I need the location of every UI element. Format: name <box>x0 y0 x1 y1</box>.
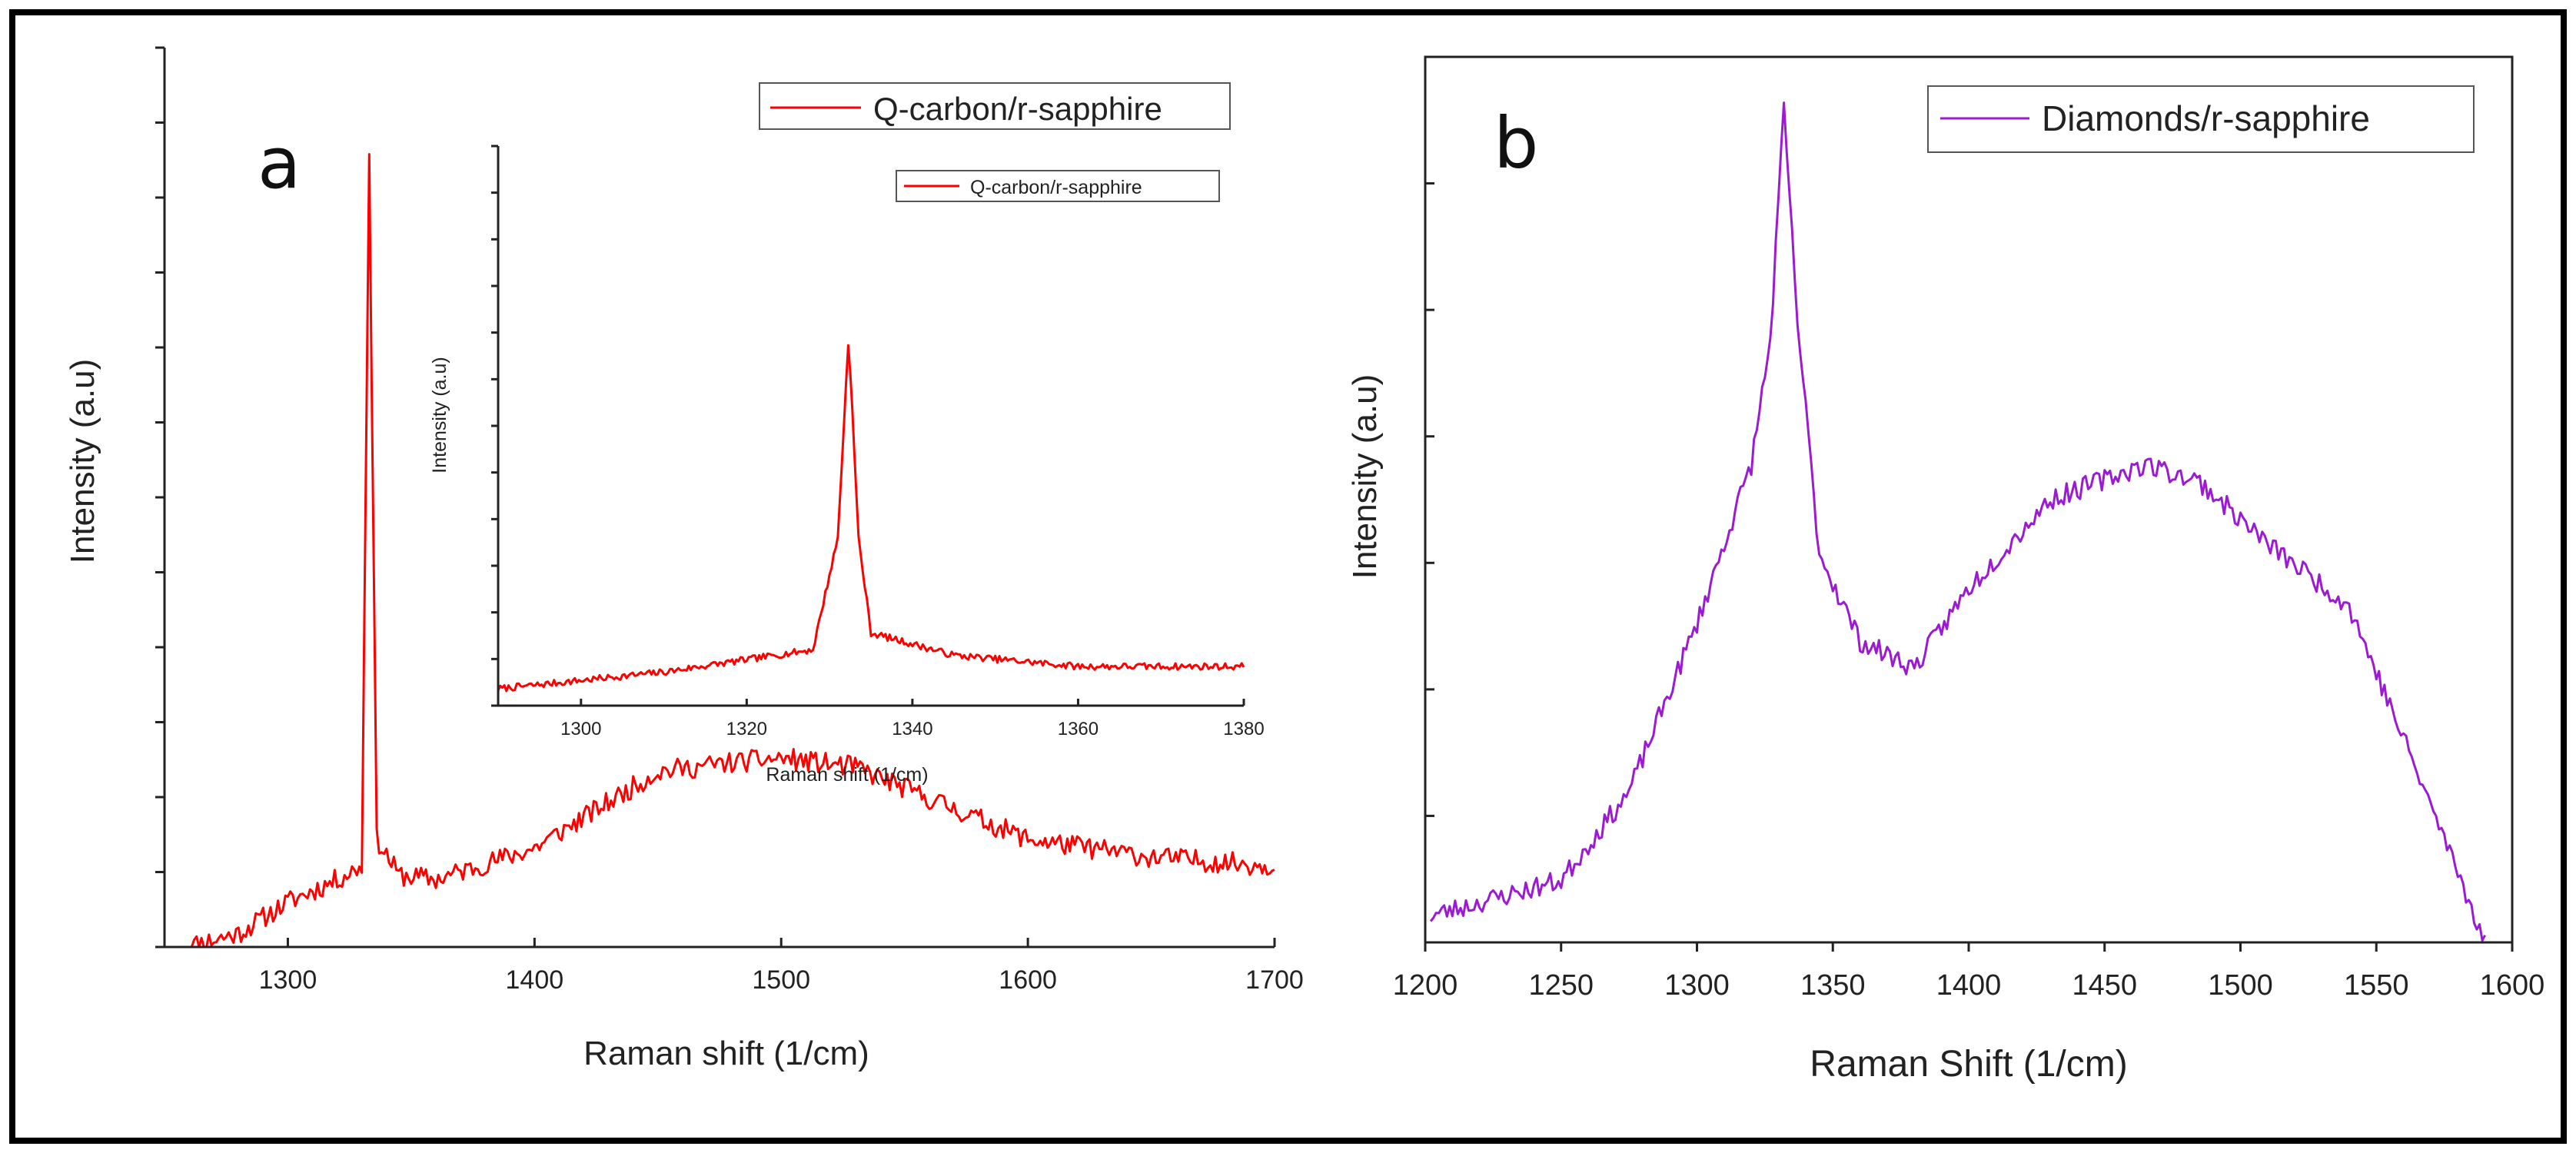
panel-b-tick-labels: 1200 1250 1300 1350 1400 1450 1500 1550 1600 <box>1393 969 2545 1002</box>
panel-a-series-line <box>184 153 1275 949</box>
panel-b-legend-label: Diamonds/r-sapphire <box>2042 98 2370 138</box>
panel-b-legend: Diamonds/r-sapphire <box>1927 85 2475 153</box>
x-tick-label: 1450 <box>2072 969 2137 1002</box>
x-tick-label: 1300 <box>560 719 601 739</box>
x-tick-label: 1320 <box>726 719 767 739</box>
inset-legend-label: Q-carbon/r-sapphire <box>970 177 1142 198</box>
panel-b: 1200 1250 1300 1350 1400 1450 1500 1550 1600 b R… <box>1346 55 2545 1085</box>
panel-a-legend-label: Q-carbon/r-sapphire <box>873 91 1162 127</box>
x-tick-label: 1360 <box>1058 719 1099 739</box>
x-tick-label: 1400 <box>1936 969 2002 1002</box>
x-tick-label: 1300 <box>259 965 317 995</box>
inset-y-axis-label: Intensity (a.u) <box>429 357 450 473</box>
panel-b-letter: b <box>1494 102 1538 184</box>
panel-a-tick-labels: 1300 1400 1500 1600 1700 <box>259 965 1304 995</box>
x-tick-label: 1550 <box>2344 969 2409 1002</box>
x-tick-label: 1700 <box>1245 965 1304 995</box>
x-tick-label: 1300 <box>1664 969 1730 1002</box>
inset-x-axis-label: Raman shift (1/cm) <box>766 764 928 786</box>
x-tick-label: 1600 <box>2480 969 2545 1002</box>
x-tick-label: 1340 <box>892 719 932 739</box>
panel-a-ticks <box>155 46 1276 949</box>
panel-a-letter: a <box>258 122 301 204</box>
x-tick-label: 1600 <box>999 965 1057 995</box>
x-tick-label: 1400 <box>506 965 564 995</box>
inset-background <box>492 145 1244 712</box>
panel-a-y-axis-label: Intensity (a.u) <box>64 359 101 564</box>
panel-a-inset: 1300 1320 1340 1360 1380 Raman shift (1/cm) … <box>429 145 1265 786</box>
panel-b-plot-frame <box>1424 55 2514 944</box>
figure-frame <box>9 9 2567 1144</box>
x-tick-label: 1500 <box>752 965 810 995</box>
inset-legend: Q-carbon/r-sapphire <box>896 170 1220 202</box>
x-tick-label: 1200 <box>1393 969 1458 1002</box>
panel-a-legend-box <box>759 82 1231 130</box>
panel-b-y-axis-label: Intensity (a.u) <box>1346 374 1384 580</box>
x-tick-label: 1380 <box>1223 719 1264 739</box>
panel-a-legend: Q-carbon/r-sapphire <box>759 82 1231 130</box>
x-tick-label: 1350 <box>1800 969 1866 1002</box>
panel-b-x-axis-label: Raman Shift (1/cm) <box>1810 1044 2127 1085</box>
inset-series-line <box>497 344 1245 693</box>
panel-a: 1300 1400 1500 1600 1700 a Raman shift (1/cm… <box>64 46 1304 1072</box>
x-tick-label: 1500 <box>2208 969 2273 1002</box>
panel-b-series-line <box>1429 101 2486 942</box>
panel-a-x-axis-label: Raman shift (1/cm) <box>583 1035 869 1072</box>
inset-tick-labels: 1300 1320 1340 1360 1380 <box>560 719 1265 739</box>
x-tick-label: 1250 <box>1528 969 1594 1002</box>
